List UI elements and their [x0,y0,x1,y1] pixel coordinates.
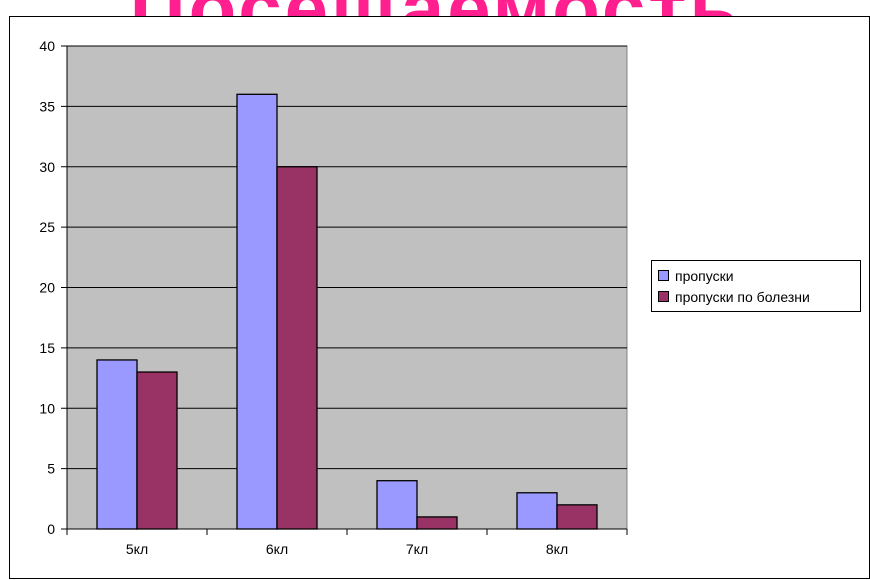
bar-series-1 [236,93,278,530]
y-tick-label: 35 [39,98,55,114]
y-tick-label: 10 [39,400,55,416]
legend-label-series-1: пропуски [675,267,734,284]
y-tick-label: 0 [47,521,55,537]
bar-series-2 [276,166,318,530]
y-tick-label: 40 [39,38,55,54]
y-tick-label: 30 [39,159,55,175]
bar-series-1 [96,359,138,530]
legend-label-series-2: пропуски по болезни [675,288,810,305]
x-tick-label: 5кл [126,541,148,557]
y-tick-label: 15 [39,340,55,356]
x-tick-label: 7кл [406,541,428,557]
bar-series-2 [556,504,598,530]
bar-series-1 [376,480,418,530]
legend-item-series-1: пропуски [658,265,854,286]
bar-series-2 [416,516,458,530]
y-tick-label: 5 [47,461,55,477]
x-tick-label: 8кл [546,541,568,557]
x-tick-label: 6кл [266,541,288,557]
bar-series-1 [516,492,558,530]
y-tick-label: 25 [39,219,55,235]
legend-swatch-series-1 [658,270,669,281]
chart-legend: пропуски пропуски по болезни [651,260,861,312]
legend-item-series-2: пропуски по болезни [658,286,854,307]
y-tick-label: 20 [39,280,55,296]
bar-series-2 [136,371,178,530]
legend-swatch-series-2 [658,291,669,302]
